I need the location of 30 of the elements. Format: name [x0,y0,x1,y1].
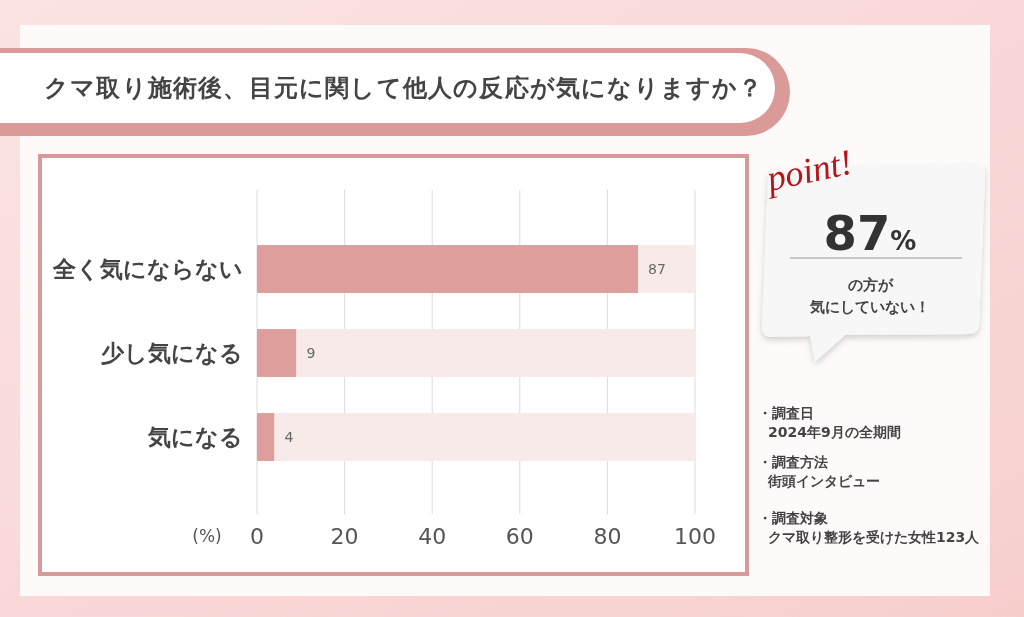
y-tick-label: 少し気になる [101,340,243,366]
bar [274,413,695,461]
text: の方が [847,276,894,294]
y-tick-label: 気になる [147,424,243,450]
x-tick-label: 80 [593,523,622,549]
text: 2024年9月の全期間 [768,424,901,440]
bar [638,245,695,293]
text: ・調査対象 [758,510,828,526]
text: 気にしていない！ [809,298,930,316]
bar [296,329,695,377]
bar [257,329,297,377]
text: 87% [823,205,917,261]
bar [257,245,639,293]
text: point! [760,141,856,200]
x-tick-label: 40 [418,523,447,549]
chart-title: クマ取り施術後、目元に関して他人の反応が気になりますか？ [44,74,764,102]
data-label: 9 [306,345,316,361]
text: ・調査日 [758,405,814,421]
text: 街頭インタビュー [767,473,880,489]
data-label: 4 [284,429,294,445]
x-tick-label: 0 [250,523,264,549]
x-axis-title: (%) [192,526,222,546]
x-tick-label: 20 [330,523,359,549]
data-label: 87 [648,261,666,277]
x-tick-label: 60 [505,523,534,549]
y-tick-label: 全く気にならない [52,256,243,282]
x-tick-label: 100 [674,523,716,549]
bar [257,413,275,461]
text: ・調査方法 [758,454,828,470]
text: クマ取り整形を受けた女性123人 [768,529,981,545]
